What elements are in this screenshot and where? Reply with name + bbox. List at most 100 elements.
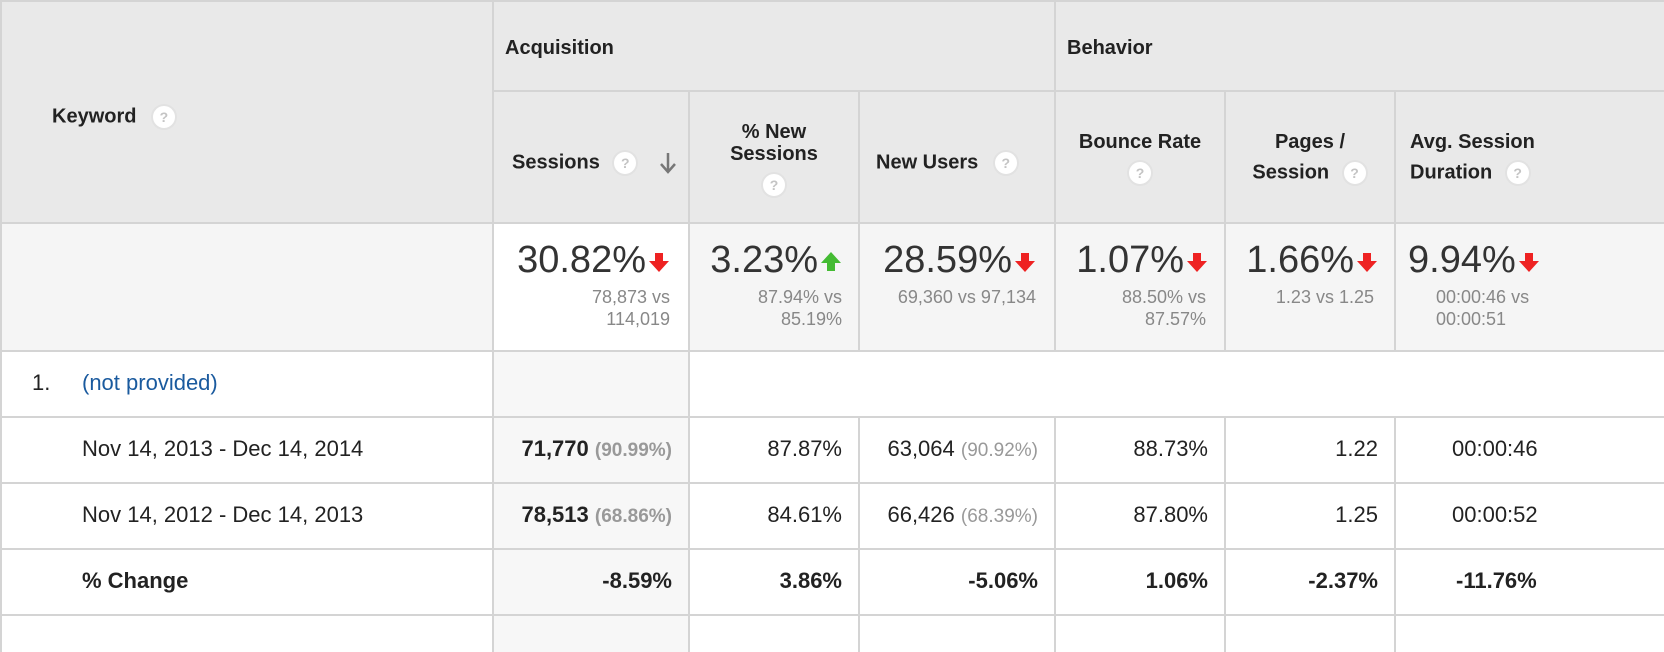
duration-help-icon[interactable]: ? <box>1504 160 1531 186</box>
date-row-1-label: Nov 14, 2013 - Dec 14, 2014 <box>82 436 364 461</box>
table-continuation-new-sessions <box>690 616 860 652</box>
date-row-2-duration: 00:00:52 <box>1452 502 1538 527</box>
date-row-2-sessions-value: 78,513 <box>521 502 589 527</box>
new-sessions-help-icon[interactable]: ? <box>761 172 787 198</box>
down-arrow-icon <box>1357 252 1377 272</box>
new-users-help-icon[interactable]: ? <box>992 150 1019 176</box>
date-row-1-new-sessions-cell: 87.87% <box>690 418 860 484</box>
change-row-label: % Change <box>82 568 189 593</box>
down-arrow-icon <box>649 252 669 272</box>
new-sessions-header-label-2: Sessions <box>730 143 818 165</box>
summary-keyword-cell <box>0 224 494 352</box>
keyword-header-label: Keyword <box>52 105 137 128</box>
table-top-border <box>0 0 1664 2</box>
date-row-1-sessions-cell: 71,770 (90.99%) <box>494 418 690 484</box>
change-row-duration-cell: -11.76% <box>1396 550 1664 616</box>
summary-duration-value: 9.94% <box>1408 239 1516 281</box>
keyword-header: Keyword ? <box>52 104 177 130</box>
sort-descending-icon[interactable] <box>657 150 679 176</box>
pages-header-label-1: Pages / <box>1274 131 1346 153</box>
date-row-1-new-sessions: 87.87% <box>767 436 842 461</box>
summary-bounce-rate-value: 1.07% <box>1076 239 1184 281</box>
change-row-pages-cell: -2.37% <box>1226 550 1396 616</box>
sessions-column-header[interactable]: Sessions ? <box>494 92 690 224</box>
change-row-sessions-cell: -8.59% <box>494 550 690 616</box>
summary-new-users-value: 28.59% <box>883 239 1012 281</box>
duration-header-label-2: Duration <box>1410 161 1493 184</box>
change-row-pages: -2.37% <box>1308 568 1378 593</box>
table-continuation-left <box>0 616 494 652</box>
keyword-row-rest <box>690 352 1664 418</box>
summary-bounce-rate-cell: 1.07% 88.50% vs 87.57% <box>1056 224 1226 352</box>
summary-bounce-rate-cmp2: 87.57% <box>1144 309 1206 329</box>
date-row-1-sessions-value: 71,770 <box>521 436 589 461</box>
pages-help-icon[interactable]: ? <box>1341 160 1368 186</box>
date-row-2-new-sessions: 84.61% <box>767 502 842 527</box>
date-row-2-bounce-rate-cell: 87.80% <box>1056 484 1226 550</box>
date-row-2-duration-cell: 00:00:52 <box>1396 484 1664 550</box>
date-row-2-label-cell: Nov 14, 2012 - Dec 14, 2013 <box>0 484 494 550</box>
keyword-link[interactable]: (not provided) <box>82 370 218 395</box>
change-row-new-sessions-cell: 3.86% <box>690 550 860 616</box>
change-row-bounce-rate: 1.06% <box>1145 568 1208 593</box>
acquisition-group-header: Acquisition <box>494 0 1056 92</box>
summary-new-users-cell: 28.59% 69,360 vs 97,134 <box>860 224 1056 352</box>
date-row-1-pages: 1.22 <box>1335 436 1378 461</box>
date-row-2-pages-cell: 1.25 <box>1226 484 1396 550</box>
new-users-header-label: New Users <box>876 151 979 174</box>
summary-pages-value: 1.66% <box>1246 239 1354 281</box>
date-row-2-new-sessions-cell: 84.61% <box>690 484 860 550</box>
table-left-border <box>0 0 2 652</box>
row-index: 1. <box>32 370 51 395</box>
date-row-1-new-users-value: 63,064 <box>887 436 955 461</box>
date-row-2-bounce-rate: 87.80% <box>1133 502 1208 527</box>
date-row-1-new-users-cell: 63,064 (90.92%) <box>860 418 1056 484</box>
date-row-1-duration: 00:00:46 <box>1452 436 1538 461</box>
sessions-header-label: Sessions <box>512 151 600 174</box>
summary-sessions-cmp2: 114,019 <box>606 309 670 329</box>
new-sessions-header-label-1: % New <box>741 121 807 143</box>
bounce-rate-help-icon[interactable]: ? <box>1127 160 1153 186</box>
table-continuation-bounce <box>1056 616 1226 652</box>
date-row-1-new-users-pct: (90.92%) <box>960 440 1038 461</box>
summary-new-sessions-cmp1: 87.94% vs <box>757 287 842 307</box>
down-arrow-icon <box>1187 252 1207 272</box>
keyword-header-cell: Keyword ? <box>0 0 494 224</box>
summary-new-users-cmp1: 69,360 vs 97,134 <box>897 287 1036 307</box>
date-row-2-pages: 1.25 <box>1335 502 1378 527</box>
down-arrow-icon <box>1518 252 1539 272</box>
date-row-1-bounce-rate: 88.73% <box>1133 436 1208 461</box>
sessions-help-icon[interactable]: ? <box>612 150 639 176</box>
new-users-column-header[interactable]: New Users ? <box>860 92 1056 224</box>
summary-sessions-cell: 30.82% 78,873 vs 114,019 <box>494 224 690 352</box>
date-row-2-sessions-pct: (68.86%) <box>594 506 672 527</box>
down-arrow-icon <box>1015 252 1035 272</box>
avg-session-duration-column-header[interactable]: Avg. Session Duration ? <box>1396 92 1664 224</box>
keyword-row-sessions-cell <box>494 352 690 418</box>
summary-duration-cmp2: 00:00:51 <box>1436 309 1507 329</box>
date-row-1-pages-cell: 1.22 <box>1226 418 1396 484</box>
date-row-2-new-users-value: 66,426 <box>887 502 955 527</box>
change-row-new-users: -5.06% <box>968 568 1038 593</box>
date-row-2-sessions-cell: 78,513 (68.86%) <box>494 484 690 550</box>
change-row-new-users-cell: -5.06% <box>860 550 1056 616</box>
change-row-duration: -11.76% <box>1456 568 1537 593</box>
summary-sessions-change: 30.82% <box>517 238 670 282</box>
new-sessions-column-header[interactable]: % New Sessions ? <box>690 92 860 224</box>
summary-pages-cell: 1.66% 1.23 vs 1.25 <box>1226 224 1396 352</box>
date-row-1-sessions-pct: (90.99%) <box>594 440 672 461</box>
keyword-help-icon[interactable]: ? <box>150 104 177 130</box>
pages-session-column-header[interactable]: Pages / Session ? <box>1226 92 1396 224</box>
summary-new-sessions-change: 3.23% <box>710 238 842 282</box>
behavior-group-label: Behavior <box>1067 37 1153 59</box>
table-continuation-new-users <box>860 616 1056 652</box>
bounce-rate-column-header[interactable]: Bounce Rate ? <box>1056 92 1226 224</box>
acquisition-group-label: Acquisition <box>505 37 614 59</box>
change-row-new-sessions: 3.86% <box>779 568 842 593</box>
date-row-2-new-users: 66,426 (68.39%) <box>887 502 1038 530</box>
summary-new-sessions-value: 3.23% <box>710 239 818 281</box>
date-row-2-label: Nov 14, 2012 - Dec 14, 2013 <box>82 502 364 527</box>
table-continuation-pages <box>1226 616 1396 652</box>
date-row-1-bounce-rate-cell: 88.73% <box>1056 418 1226 484</box>
